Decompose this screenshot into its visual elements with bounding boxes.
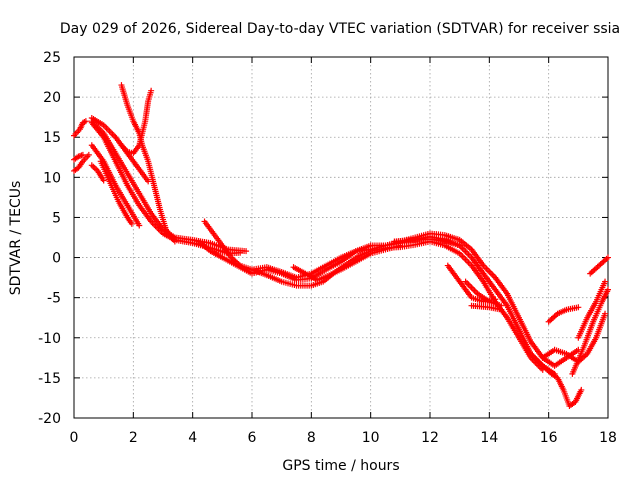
- y-tick-label: 20: [43, 90, 61, 106]
- series-track-c: [71, 151, 86, 163]
- data-points: [71, 82, 611, 409]
- data-point: [79, 151, 86, 158]
- x-axis-label: GPS time / hours: [282, 458, 399, 474]
- series-track-a: [71, 118, 89, 139]
- data-point: [85, 151, 92, 158]
- series-track-i: [97, 158, 135, 227]
- data-point: [605, 286, 611, 293]
- data-point: [575, 304, 582, 311]
- axis-ticks: 0 2 4 6 8 10 12 14 16 18 25 20 15 10 5 0 -5 -10 -15 -20: [38, 50, 617, 446]
- y-tick-label: 25: [43, 50, 61, 66]
- plot-area-frame: [73, 56, 609, 419]
- y-axis-label: SDTVAR / TECUs: [8, 181, 24, 296]
- data-point: [605, 254, 611, 261]
- data-point: [100, 177, 107, 184]
- series-track-y: [587, 254, 611, 277]
- series-track-t: [527, 350, 585, 409]
- data-point: [456, 242, 463, 249]
- data-point: [237, 249, 244, 256]
- series-track-e: [88, 114, 152, 185]
- data-point: [602, 310, 609, 317]
- series-track-b: [71, 151, 92, 174]
- y-tick-label: -10: [38, 331, 61, 347]
- y-tick-label: 5: [52, 210, 61, 226]
- data-point: [578, 386, 585, 393]
- series-track-v: [545, 304, 582, 325]
- x-tick-label: 2: [129, 430, 138, 446]
- data-point: [136, 222, 143, 229]
- x-tick-label: 14: [480, 430, 498, 446]
- data-point: [82, 118, 89, 125]
- series-track-s: [468, 302, 505, 313]
- data-point: [243, 248, 250, 255]
- series-track-p: [391, 236, 463, 249]
- x-tick-label: 0: [70, 430, 79, 446]
- y-tick-label: -15: [38, 371, 61, 387]
- series-track-o: [290, 242, 404, 284]
- data-point: [498, 306, 505, 313]
- x-tick-label: 8: [307, 430, 316, 446]
- y-tick-label: 15: [43, 130, 61, 146]
- series-track-d: [88, 162, 107, 184]
- series-track-h: [88, 142, 143, 229]
- y-tick-label: -20: [38, 411, 61, 427]
- series-track-w: [569, 286, 611, 377]
- data-point: [171, 238, 178, 245]
- x-tick-label: 6: [248, 430, 257, 446]
- chart-title: Day 029 of 2026, Sidereal Day-to-day VTE…: [60, 21, 620, 37]
- x-tick-label: 10: [362, 430, 380, 446]
- x-tick-label: 16: [540, 430, 558, 446]
- y-tick-label: 10: [43, 170, 61, 186]
- x-tick-label: 18: [599, 430, 617, 446]
- series-track-u: [539, 310, 609, 365]
- series-track-r: [462, 278, 505, 309]
- x-tick-label: 4: [188, 430, 197, 446]
- series-track-k: [118, 87, 155, 157]
- series-track-x: [575, 278, 609, 341]
- data-point: [128, 220, 135, 227]
- y-tick-label: 0: [52, 251, 61, 267]
- data-point: [602, 278, 609, 285]
- y-tick-label: -5: [47, 291, 61, 307]
- x-tick-label: 12: [421, 430, 439, 446]
- data-point: [148, 87, 155, 94]
